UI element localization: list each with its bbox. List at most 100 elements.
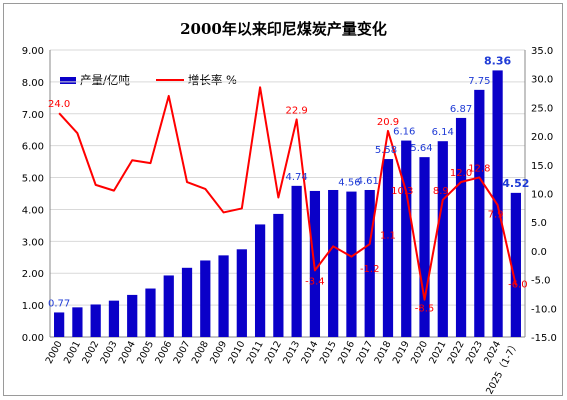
legend-bar-swatch — [60, 76, 76, 84]
bar — [346, 191, 357, 337]
line-data-label: -3.4 — [305, 276, 325, 287]
bar — [382, 159, 394, 337]
bar — [401, 140, 412, 337]
y-right-tick-label: -5.0 — [531, 276, 551, 287]
y-right-tick-label: 35.0 — [531, 46, 553, 57]
y-right-tick-label: 30.0 — [531, 75, 553, 86]
bar — [218, 255, 229, 337]
x-tick-label: 2001 — [62, 339, 83, 366]
bar — [200, 260, 211, 337]
line-data-label: 7.9 — [488, 210, 504, 221]
y-right-tick-label: 10.0 — [531, 190, 553, 201]
chart-legend: 产量/亿吨 增长率 % — [60, 72, 263, 88]
line-data-label: -1.2 — [360, 264, 380, 275]
y-left-tick-label: 5.00 — [22, 174, 44, 185]
x-tick-label: 2002 — [80, 339, 101, 366]
bar-data-label: 7.75 — [468, 76, 490, 87]
growth-line — [58, 86, 517, 301]
bar — [419, 157, 430, 337]
line-data-label: 12.0 — [450, 168, 472, 179]
x-tick-label: 2019 — [391, 339, 412, 366]
bar-data-label: 5.58 — [375, 145, 397, 156]
legend-item-production: 产量/亿吨 — [60, 72, 130, 88]
y-right-tick-label: 15.0 — [531, 161, 553, 172]
bar — [72, 307, 83, 337]
x-tick-label: 2012 — [263, 339, 284, 366]
bar-data-label: 6.87 — [450, 104, 472, 115]
line-data-label: 8.9 — [433, 186, 449, 197]
x-tick-label: 2005 — [135, 339, 156, 366]
legend-item-growth: 增长率 % — [155, 72, 237, 88]
x-tick-label: 2018 — [373, 339, 394, 366]
bar — [437, 141, 448, 337]
bar — [455, 117, 467, 337]
x-tick-label: 2011 — [245, 339, 266, 366]
y-left-tick-label: 2.00 — [22, 269, 44, 280]
x-tick-label: 2010 — [226, 339, 247, 366]
line-data-label: 1.1 — [380, 231, 396, 242]
bar — [273, 213, 284, 337]
x-tick-label: 2013 — [281, 339, 302, 366]
bar-data-label: 4.61 — [357, 176, 379, 187]
legend-label-growth: 增长率 % — [187, 73, 237, 87]
bar-data-label: 0.77 — [48, 298, 70, 309]
bar-data-label: 8.36 — [484, 54, 511, 67]
legend-line-swatch — [155, 79, 184, 81]
y-left-tick-label: 6.00 — [22, 142, 44, 153]
y-left-tick-label: 1.00 — [22, 301, 44, 312]
bar — [328, 189, 339, 337]
y-left-tick-label: 8.00 — [22, 78, 44, 89]
bar — [236, 249, 247, 337]
y-left-tick-label: 9.00 — [22, 46, 44, 57]
line-data-label: 12.8 — [468, 163, 490, 174]
bar — [127, 294, 138, 337]
y-right-tick-label: -15.0 — [531, 333, 557, 344]
y-right-tick-label: 5.0 — [531, 218, 547, 229]
y-right-tick-label: -10.0 — [531, 304, 557, 315]
bar-data-label: 4.74 — [286, 172, 308, 183]
bar-data-label: 6.14 — [432, 127, 454, 138]
y-left-tick-label: 3.00 — [22, 237, 44, 248]
x-tick-label: 2023 — [464, 339, 485, 366]
y-right-tick-label: 25.0 — [531, 103, 553, 114]
bar — [474, 89, 485, 337]
line-data-label: -8.5 — [415, 304, 435, 315]
chart-title: 2000年以来印尼煤炭产量变化 — [180, 20, 387, 38]
line-data-label: 24.0 — [48, 99, 70, 110]
y-right-tick-label: 20.0 — [531, 132, 553, 143]
bar-data-label: 5.64 — [410, 143, 432, 154]
x-tick-label: 2007 — [172, 339, 193, 366]
legend-label-production: 产量/亿吨 — [80, 73, 130, 87]
x-tick-label: 2020 — [409, 339, 430, 366]
x-tick-label: 2004 — [117, 339, 138, 366]
line-data-label: -6.0 — [508, 279, 528, 290]
bar — [163, 275, 174, 337]
bar — [90, 304, 101, 337]
x-tick-label: 2003 — [99, 339, 120, 366]
y-left-tick-label: 4.00 — [22, 205, 44, 216]
bar — [291, 185, 302, 337]
x-tick-label: 2021 — [427, 339, 448, 366]
x-tick-label: 2014 — [299, 339, 320, 366]
bar — [54, 312, 65, 337]
y-right-tick-label: 0.0 — [531, 247, 547, 258]
x-tick-label: 2017 — [354, 339, 375, 366]
x-tick-label: 2000 — [44, 339, 65, 366]
x-tick-label: 2016 — [336, 339, 357, 366]
bar — [364, 189, 375, 337]
bar — [108, 300, 120, 337]
bar — [145, 288, 156, 337]
bar-data-label: 6.16 — [393, 127, 415, 138]
x-tick-label: 2015 — [318, 339, 339, 366]
bar — [181, 267, 193, 337]
x-tick-label: 2009 — [208, 339, 229, 366]
y-left-tick-label: 7.00 — [22, 110, 44, 121]
x-tick-label: 2008 — [190, 339, 211, 366]
line-data-label: 20.9 — [377, 117, 399, 128]
x-tick-label: 2022 — [446, 339, 467, 366]
bar — [510, 192, 521, 337]
bar-data-label: 4.52 — [502, 177, 529, 190]
line-data-label: 10.3 — [391, 186, 413, 197]
bar-data-label: 4.56 — [338, 178, 360, 189]
